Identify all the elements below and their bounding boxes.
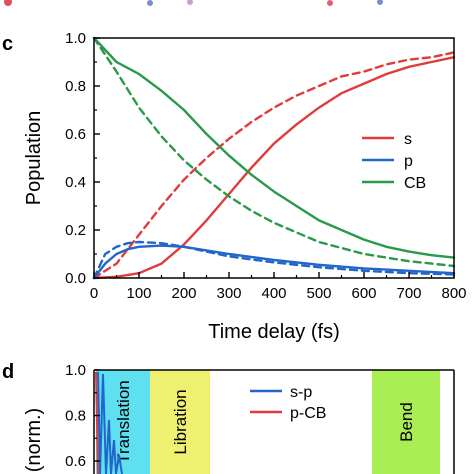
band-bend xyxy=(372,370,440,474)
band-label-bend: Bend xyxy=(397,402,416,442)
strip-dot xyxy=(147,0,153,6)
strip-dot xyxy=(4,0,12,6)
legend-label-s: s xyxy=(404,131,412,148)
x-tick-label: 800 xyxy=(441,285,466,302)
x-tick-label: 400 xyxy=(261,285,286,302)
series-line-dashed-1 xyxy=(92,51,456,280)
series-line-CB xyxy=(92,36,456,259)
d-y-tick-label: 1.0 xyxy=(65,362,86,379)
d-legend-label-s-p: s-p xyxy=(290,384,312,401)
x-tick-label: 700 xyxy=(396,285,421,302)
legend-label-CB: CB xyxy=(404,175,426,192)
y-tick-label: 0.2 xyxy=(65,222,86,239)
x-tick-label: 500 xyxy=(306,285,331,302)
y-tick-label: 1.0 xyxy=(65,30,86,47)
series-line-dashed-5 xyxy=(92,36,456,268)
x-tick-label: 100 xyxy=(126,285,151,302)
band-label-libration: Libration xyxy=(171,389,190,454)
band-label-translation: Translation xyxy=(114,380,133,463)
panel-c: 0 100 200 300 400 500 600 700 800 0.0 0.2 0.4 0.6 0.8… xyxy=(23,30,467,343)
y-tick-label: 0.0 xyxy=(65,270,86,287)
signal-s-p xyxy=(97,371,123,474)
band-libration xyxy=(150,370,210,474)
panel-label-c: c xyxy=(2,33,13,55)
x-tick-label: 0 xyxy=(90,285,98,302)
panel-label-d: d xyxy=(2,361,14,383)
d-y-tick-label: 0.6 xyxy=(65,453,86,470)
series-line-dashed-3 xyxy=(92,240,456,280)
x-tick-label: 600 xyxy=(351,285,376,302)
series-line-s xyxy=(92,56,456,280)
strip-dot xyxy=(187,0,193,5)
strip-dot xyxy=(327,0,333,6)
d-y-axis-label: (norm.) xyxy=(23,408,45,472)
legend-label-p: p xyxy=(404,153,413,170)
y-tick-label: 0.8 xyxy=(65,78,86,95)
y-tick-label: 0.4 xyxy=(65,174,86,191)
y-axis-label: Population xyxy=(23,111,45,206)
x-tick-label: 200 xyxy=(171,285,196,302)
strip-dot xyxy=(377,0,383,5)
signal-p-cb xyxy=(95,371,99,474)
y-tick-label: 0.6 xyxy=(65,126,86,143)
d-legend-label-p-CB: p-CB xyxy=(290,405,326,422)
panel-c-frame xyxy=(93,37,455,279)
panel-d: Translation Libration Bend 0.6 0.8 1.0 (norm.)… xyxy=(23,362,455,474)
d-y-tick-label: 0.8 xyxy=(65,408,86,425)
x-axis-label: Time delay (fs) xyxy=(208,321,340,343)
x-tick-label: 300 xyxy=(216,285,241,302)
top-strip xyxy=(4,0,383,6)
